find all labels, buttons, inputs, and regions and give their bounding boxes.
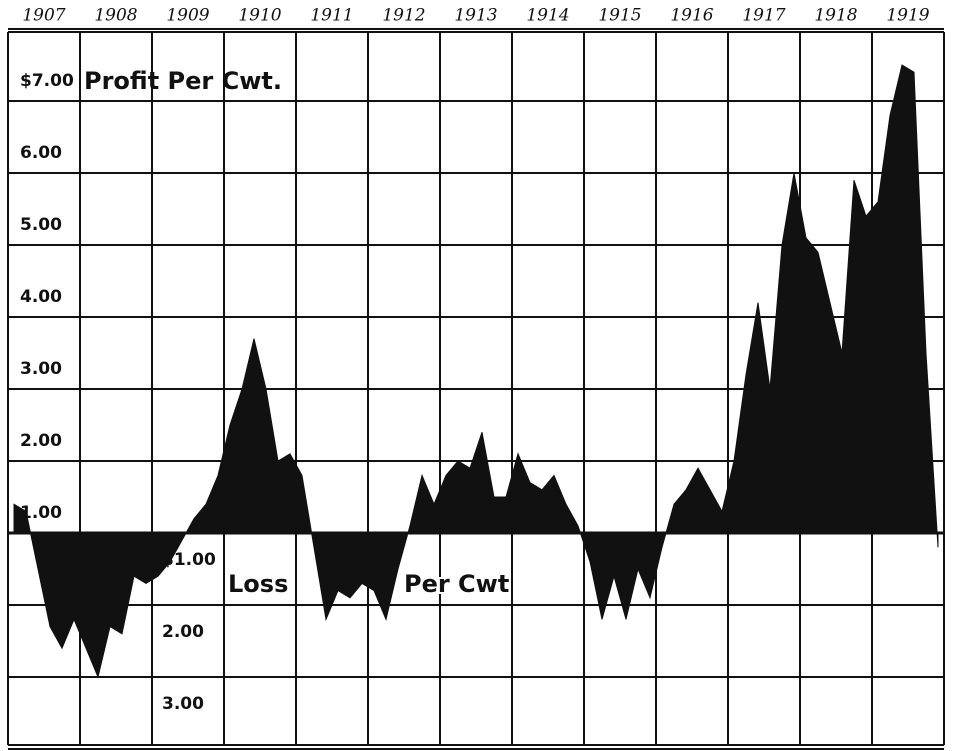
y-tick-label: 6.00 — [20, 143, 62, 163]
plot-area — [13, 64, 939, 679]
annotation: Loss — [228, 570, 288, 598]
x-tick-label: 1915 — [598, 6, 641, 26]
y-tick-label: 1.00 — [20, 503, 62, 523]
labels: 1907 1908 1909 1910 1911 1912 1913 1914 1915 1916… — [20, 6, 930, 715]
annotation: Profit Per Cwt. — [84, 67, 282, 95]
x-tick-label: 1909 — [166, 6, 209, 26]
y-tick-label: 2.00 — [162, 622, 204, 642]
x-tick-label: 1912 — [382, 6, 425, 26]
y-tick-label: 3.00 — [162, 694, 204, 714]
y-tick-label: $1.00 — [162, 550, 216, 570]
x-tick-label: 1908 — [94, 6, 137, 26]
x-tick-label: 1917 — [742, 6, 785, 26]
y-tick-label: 4.00 — [20, 287, 62, 307]
x-tick-label: 1907 — [22, 6, 65, 26]
y-tick-label: $7.00 — [20, 71, 74, 91]
annotation: Per Cwt — [404, 570, 509, 598]
x-tick-label: 1918 — [814, 6, 857, 26]
y-tick-label: 2.00 — [20, 431, 62, 451]
y-tick-label: 3.00 — [20, 359, 62, 379]
x-tick-label: 1910 — [238, 6, 281, 26]
x-tick-label: 1916 — [670, 6, 713, 26]
x-tick-label: 1919 — [886, 6, 929, 26]
x-tick-label: 1911 — [310, 6, 353, 26]
x-tick-label: 1914 — [526, 6, 569, 26]
y-tick-label: 5.00 — [20, 215, 62, 235]
x-tick-label: 1913 — [454, 6, 497, 26]
area — [13, 64, 939, 679]
